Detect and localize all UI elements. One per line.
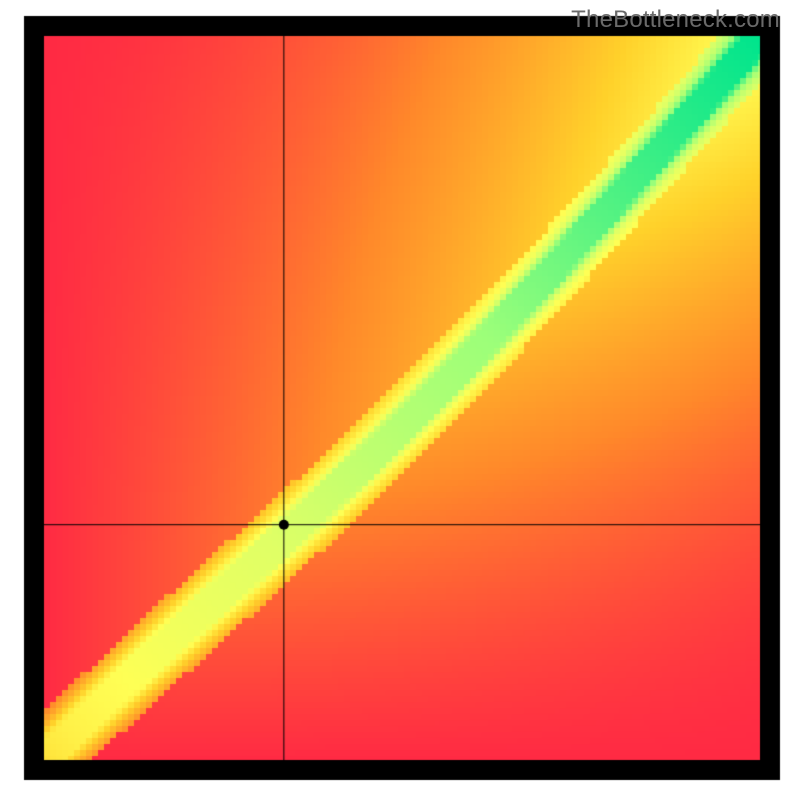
- chart-container: TheBottleneck.com: [0, 0, 800, 800]
- heatmap-canvas: [0, 0, 800, 800]
- watermark-text: TheBottleneck.com: [571, 6, 780, 34]
